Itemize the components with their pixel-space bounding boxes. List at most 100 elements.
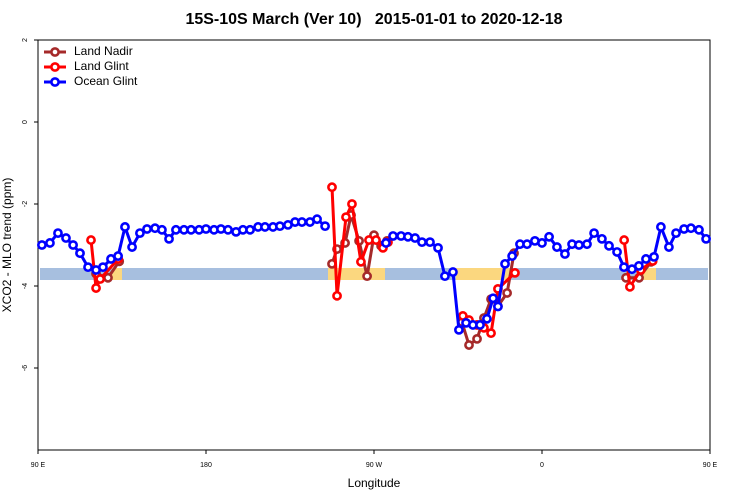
data-point (388, 231, 398, 241)
data-point (98, 262, 108, 273)
data-point (597, 233, 607, 244)
data-point (656, 222, 666, 232)
data-point (544, 231, 554, 242)
data-point (500, 258, 510, 269)
data-point (582, 239, 592, 250)
data-point (347, 199, 357, 209)
data-point (493, 301, 503, 312)
data-point (341, 212, 351, 223)
data-point (510, 267, 520, 278)
data-point (68, 240, 78, 250)
data-point (320, 221, 330, 232)
data-point (589, 228, 599, 239)
data-point (488, 293, 498, 304)
data-point (619, 262, 629, 273)
data-point (671, 228, 681, 239)
data-point (260, 222, 270, 232)
legend-label: Ocean Glint (74, 74, 138, 88)
land-band (112, 268, 122, 280)
data-point (135, 228, 145, 239)
x-tick-label: 0 (540, 462, 544, 469)
x-tick-label: 90 E (31, 462, 46, 469)
data-point (86, 235, 96, 245)
data-point (61, 233, 71, 243)
data-point (142, 224, 152, 234)
data-point (694, 224, 704, 235)
y-tick-label: -4 (22, 283, 29, 289)
data-point (641, 254, 651, 264)
data-point (440, 271, 450, 282)
data-point (297, 217, 307, 227)
data-point (201, 224, 211, 234)
y-tick-label: -6 (22, 365, 29, 371)
legend-marker (50, 77, 60, 87)
data-point (410, 233, 420, 243)
data-point (95, 274, 106, 284)
data-point (507, 251, 518, 261)
data-point (686, 223, 696, 234)
data-point (37, 240, 47, 250)
data-point (417, 237, 427, 248)
data-point (649, 251, 659, 262)
data-point (223, 224, 233, 235)
data-point (604, 240, 614, 251)
data-point (113, 251, 123, 261)
y-axis-label: XCO2 - MLO trend (ppm) (0, 178, 14, 313)
series (86, 182, 658, 339)
data-point (482, 313, 492, 324)
y-tick-label: 0 (22, 120, 29, 124)
chart-title: 15S-10S March (Ver 10) 2015-01-01 to 202… (185, 11, 562, 28)
data-point (701, 233, 711, 244)
y-tick-label: -2 (22, 201, 29, 207)
data-point (157, 224, 167, 235)
data-point (625, 281, 635, 292)
data-point (245, 224, 255, 235)
data-point (486, 328, 496, 339)
data-point (45, 238, 55, 248)
legend-label: Land Glint (74, 59, 129, 73)
data-point (186, 224, 196, 235)
legend-marker (50, 62, 60, 72)
data-point (454, 324, 464, 335)
data-point (664, 242, 674, 252)
data-point (91, 283, 101, 293)
x-tick-label: 180 (200, 462, 212, 469)
data-point (475, 320, 485, 330)
data-point (612, 247, 622, 257)
data-point (127, 242, 137, 252)
data-point (522, 239, 532, 250)
data-point (83, 262, 93, 273)
x-tick-label: 90 E (703, 462, 718, 469)
series-line (89, 187, 654, 335)
data-point (275, 221, 285, 232)
data-point (574, 240, 584, 250)
data-point (53, 228, 63, 239)
data-point (164, 233, 174, 244)
data-point (448, 267, 458, 277)
data-point (371, 235, 381, 245)
land-band (456, 268, 510, 280)
data-point (633, 261, 644, 271)
series (37, 214, 711, 335)
data-point (433, 242, 443, 253)
data-point (425, 237, 435, 248)
data-point (312, 214, 322, 225)
data-point (362, 271, 372, 282)
data-point (560, 249, 570, 259)
data-point (120, 222, 130, 232)
data-point (552, 242, 562, 252)
data-point (75, 248, 85, 259)
data-point (381, 238, 391, 248)
x-tick-label: 90 W (366, 462, 383, 469)
data-point (472, 333, 482, 344)
surface-band (40, 268, 708, 280)
data-point (171, 224, 181, 235)
x-axis-label: Longitude (348, 476, 401, 490)
data-point (537, 238, 547, 248)
data-point (327, 182, 337, 193)
legend-label: Land Nadir (74, 44, 133, 58)
data-point (464, 340, 474, 350)
data-point (356, 256, 366, 267)
